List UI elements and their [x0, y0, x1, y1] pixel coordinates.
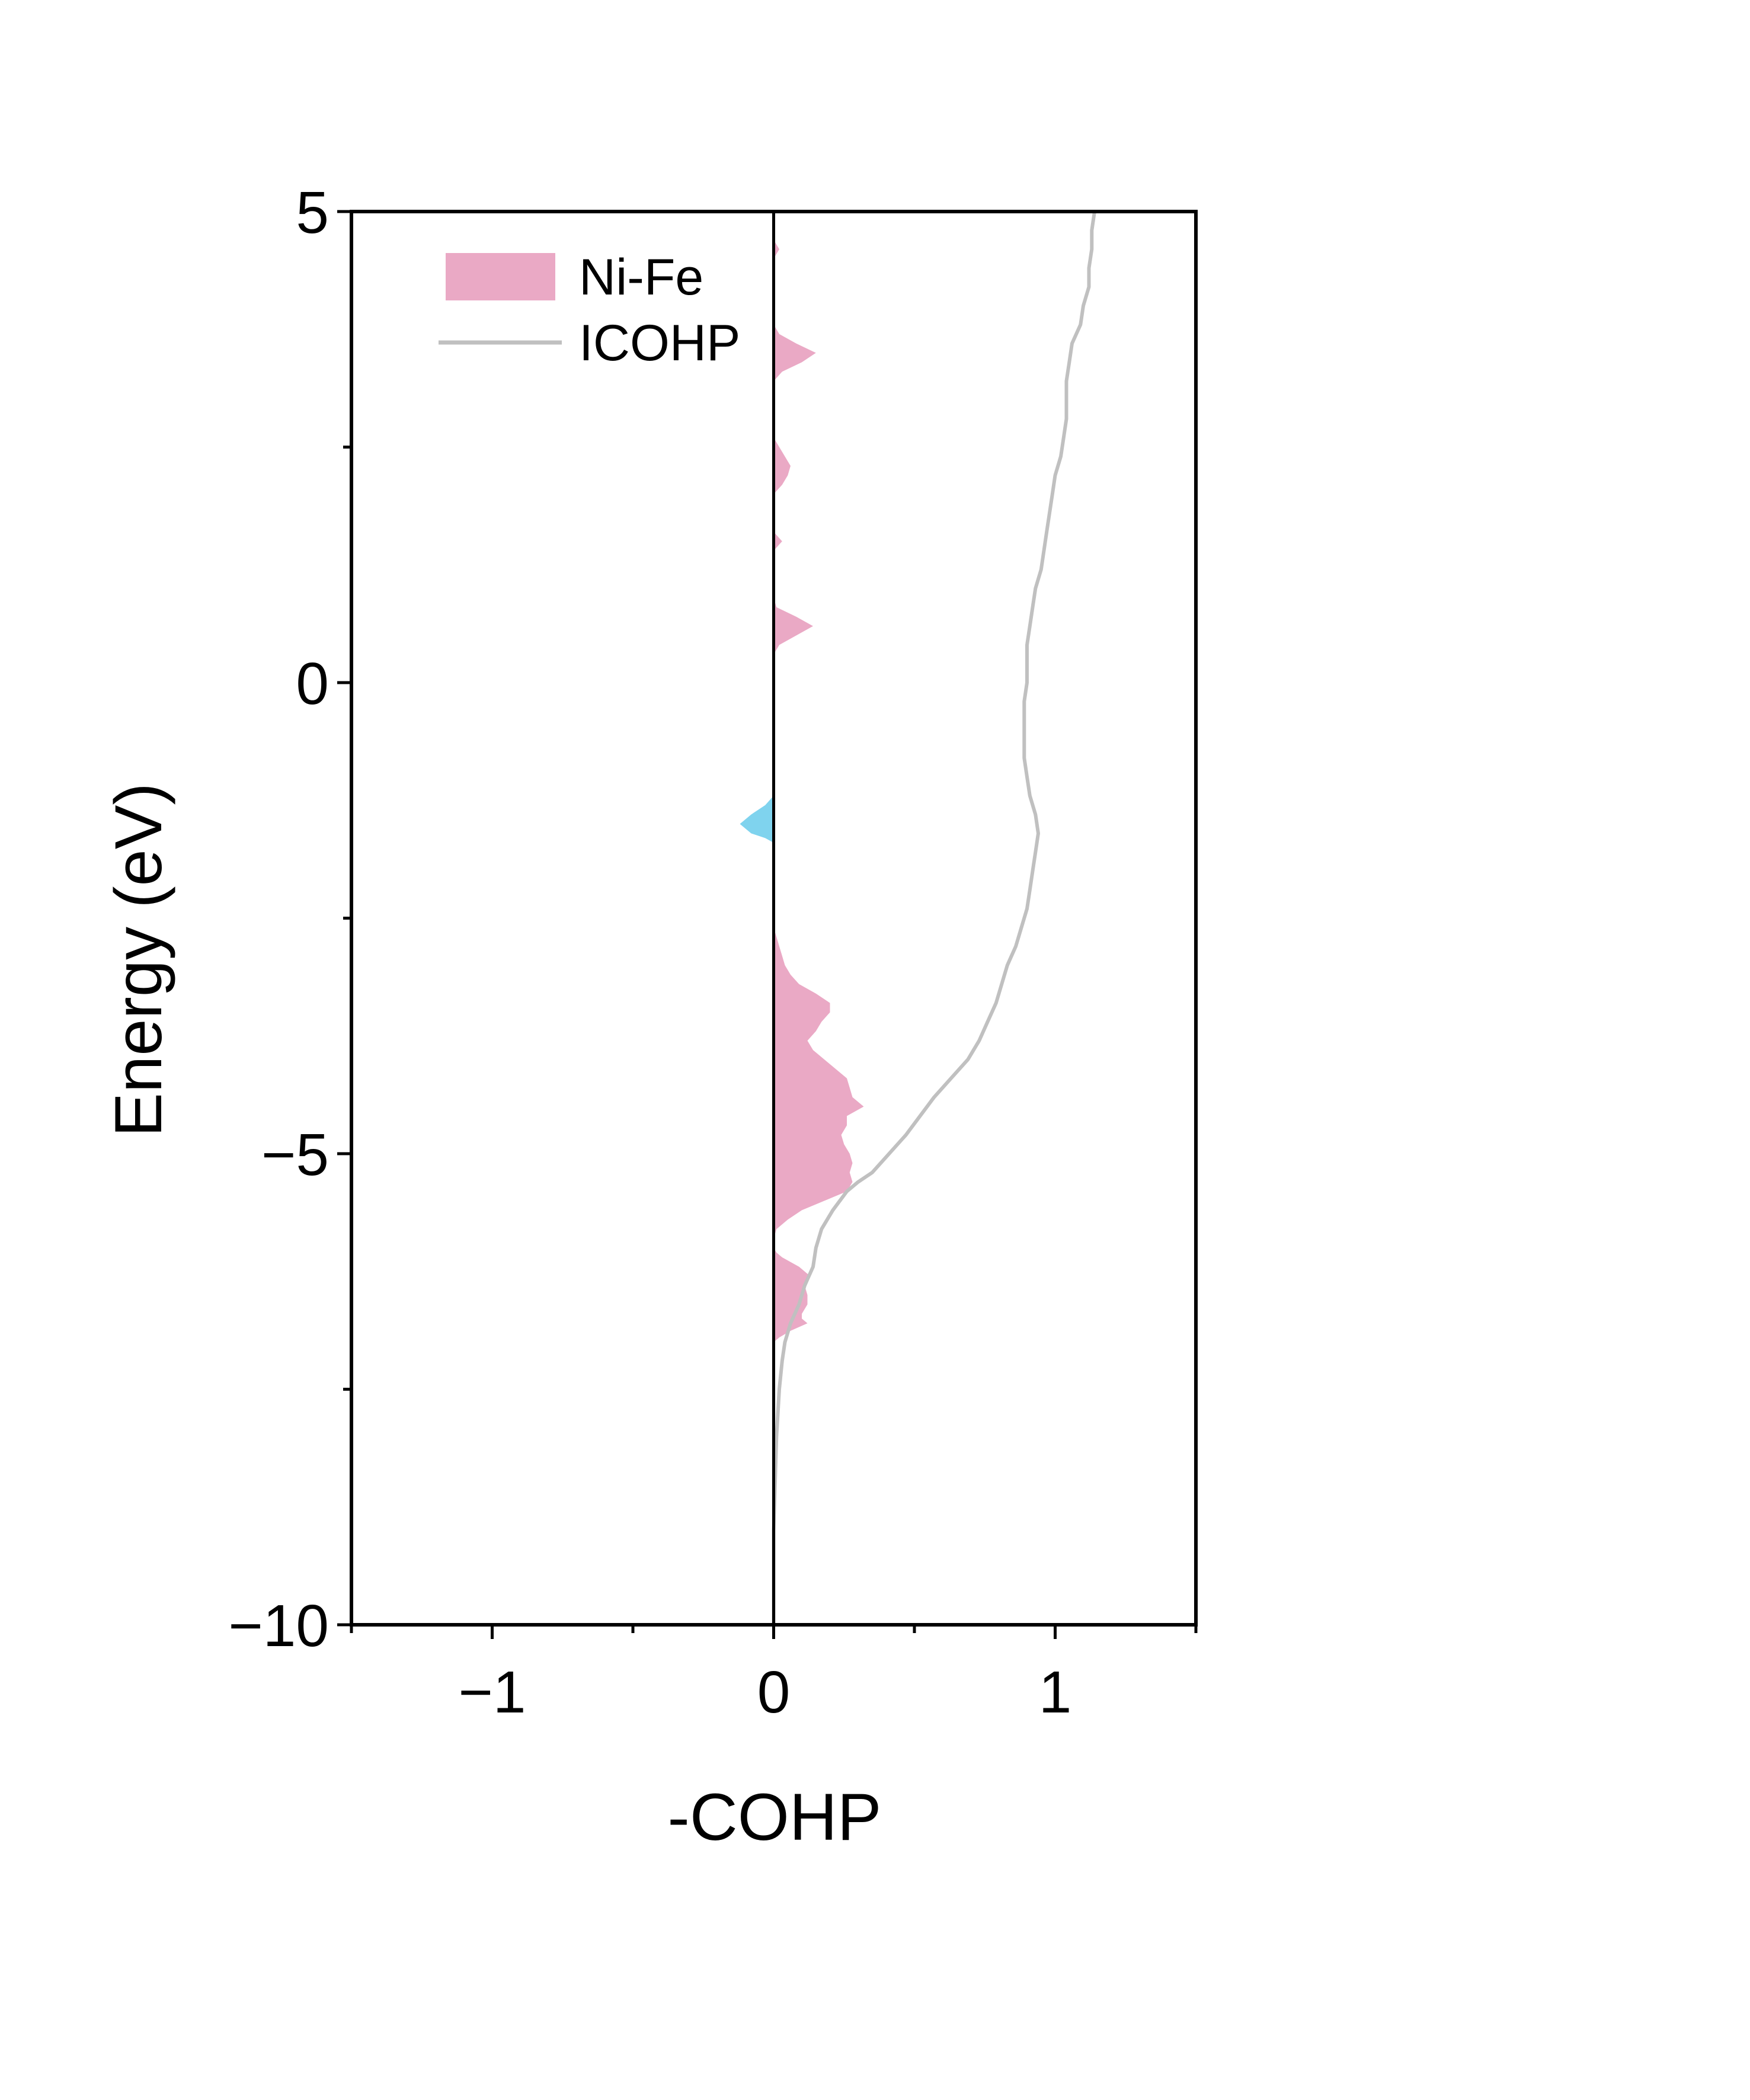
- legend-swatch-ni-fe: [446, 253, 555, 300]
- series-icohp-line: [772, 211, 1096, 1625]
- plot-area: [740, 211, 1096, 1625]
- x-axis-title: -COHP: [668, 1780, 882, 1854]
- y-axis-title: Energy (eV): [101, 783, 175, 1137]
- legend: Ni-Fe ICOHP: [439, 249, 740, 372]
- legend-label-ni-fe: Ni-Fe: [579, 249, 703, 306]
- series-ni-fe-bonding-area: [773, 212, 864, 1625]
- x-tick-label: 1: [1039, 1659, 1072, 1726]
- x-tick-label: 0: [757, 1659, 791, 1726]
- y-tick-label: 0: [296, 651, 329, 717]
- y-tick-label: −5: [261, 1122, 329, 1188]
- x-tick-label: −1: [458, 1659, 526, 1726]
- legend-label-icohp: ICOHP: [579, 315, 740, 372]
- series-ni-fe-antibonding-area: [740, 212, 774, 1625]
- axes: −1 0 150−5−10: [228, 180, 1198, 1726]
- y-tick-label: 5: [296, 180, 329, 246]
- y-tick-label: −10: [228, 1593, 329, 1659]
